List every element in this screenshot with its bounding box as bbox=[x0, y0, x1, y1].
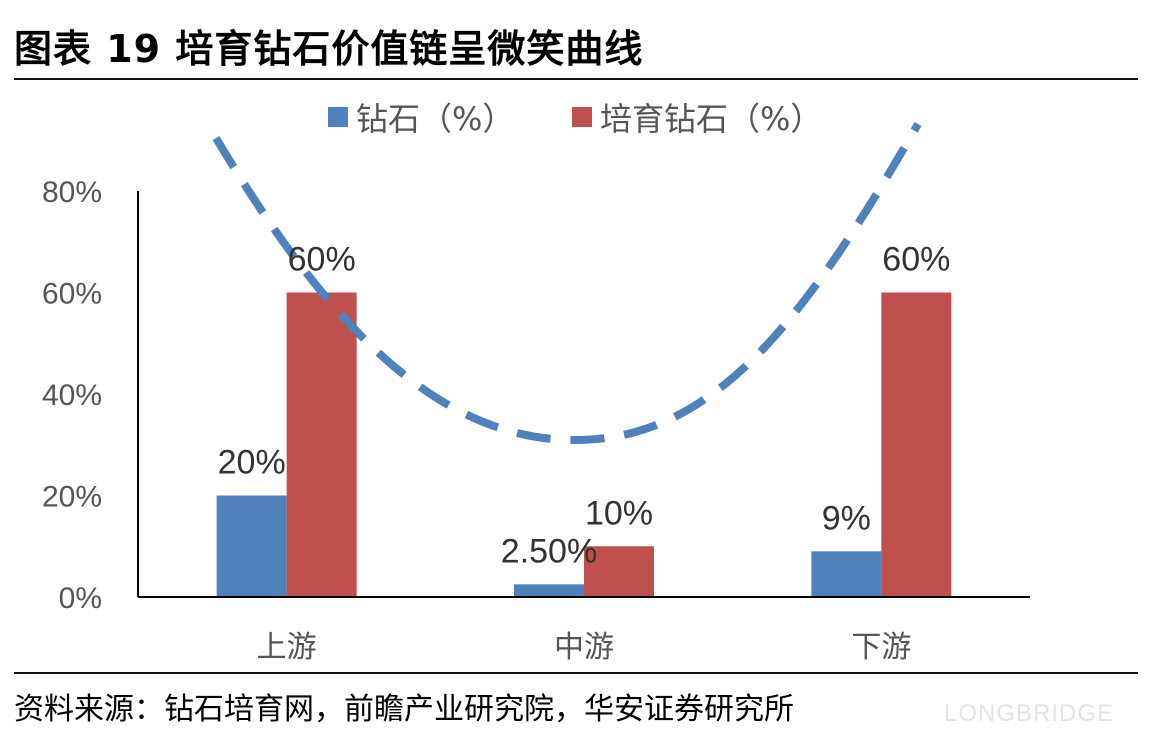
x-axis: 上游 中游 下游 bbox=[138, 596, 1030, 665]
y-tick-label: 60% bbox=[42, 278, 102, 311]
source-note: 资料来源：钻石培育网，前瞻产业研究院，华安证券研究所 bbox=[14, 692, 794, 727]
bar-lab-grown bbox=[286, 292, 357, 597]
bar-lab-grown bbox=[584, 546, 654, 597]
y-tick-label: 40% bbox=[42, 379, 102, 412]
data-label: 60% bbox=[882, 241, 950, 279]
bar-lab-grown bbox=[881, 292, 952, 597]
bar-diamond bbox=[811, 551, 882, 597]
legend-label: 钻石（%） bbox=[356, 100, 514, 138]
legend-swatch-diamond bbox=[328, 107, 348, 127]
data-label: 20% bbox=[218, 444, 286, 482]
y-tick-label: 0% bbox=[59, 582, 102, 615]
bars-group bbox=[216, 292, 952, 597]
x-tick-label: 中游 bbox=[554, 630, 614, 665]
data-labels: 20% 60% 2.50%10% 9% 60% bbox=[218, 241, 951, 571]
x-tick-label: 上游 bbox=[257, 630, 317, 665]
bar-diamond bbox=[216, 495, 287, 597]
data-label: 9% bbox=[822, 499, 871, 537]
watermark: LONGBRIDGE bbox=[944, 700, 1115, 727]
legend-swatch-lab-grown bbox=[572, 107, 592, 127]
data-label: 10% bbox=[585, 494, 653, 532]
data-label: 2.50% bbox=[501, 532, 597, 570]
legend: 钻石（%） 培育钻石（%） bbox=[328, 100, 822, 138]
bar-diamond bbox=[514, 584, 584, 597]
chart-title: 图表 19 培育钻石价值链呈微笑曲线 bbox=[14, 27, 644, 71]
y-tick-label: 20% bbox=[42, 481, 102, 514]
smile-curve-group bbox=[212, 122, 922, 445]
y-axis: 0% 20% 40% 60% 80% bbox=[42, 176, 139, 615]
legend-label: 培育钻石（%） bbox=[600, 100, 822, 138]
y-tick-label: 80% bbox=[42, 176, 102, 209]
data-label: 60% bbox=[288, 241, 356, 279]
bottom-rule bbox=[14, 672, 1138, 674]
top-rule bbox=[14, 78, 1138, 80]
x-tick-label: 下游 bbox=[851, 630, 911, 665]
smile-curve bbox=[212, 122, 922, 445]
